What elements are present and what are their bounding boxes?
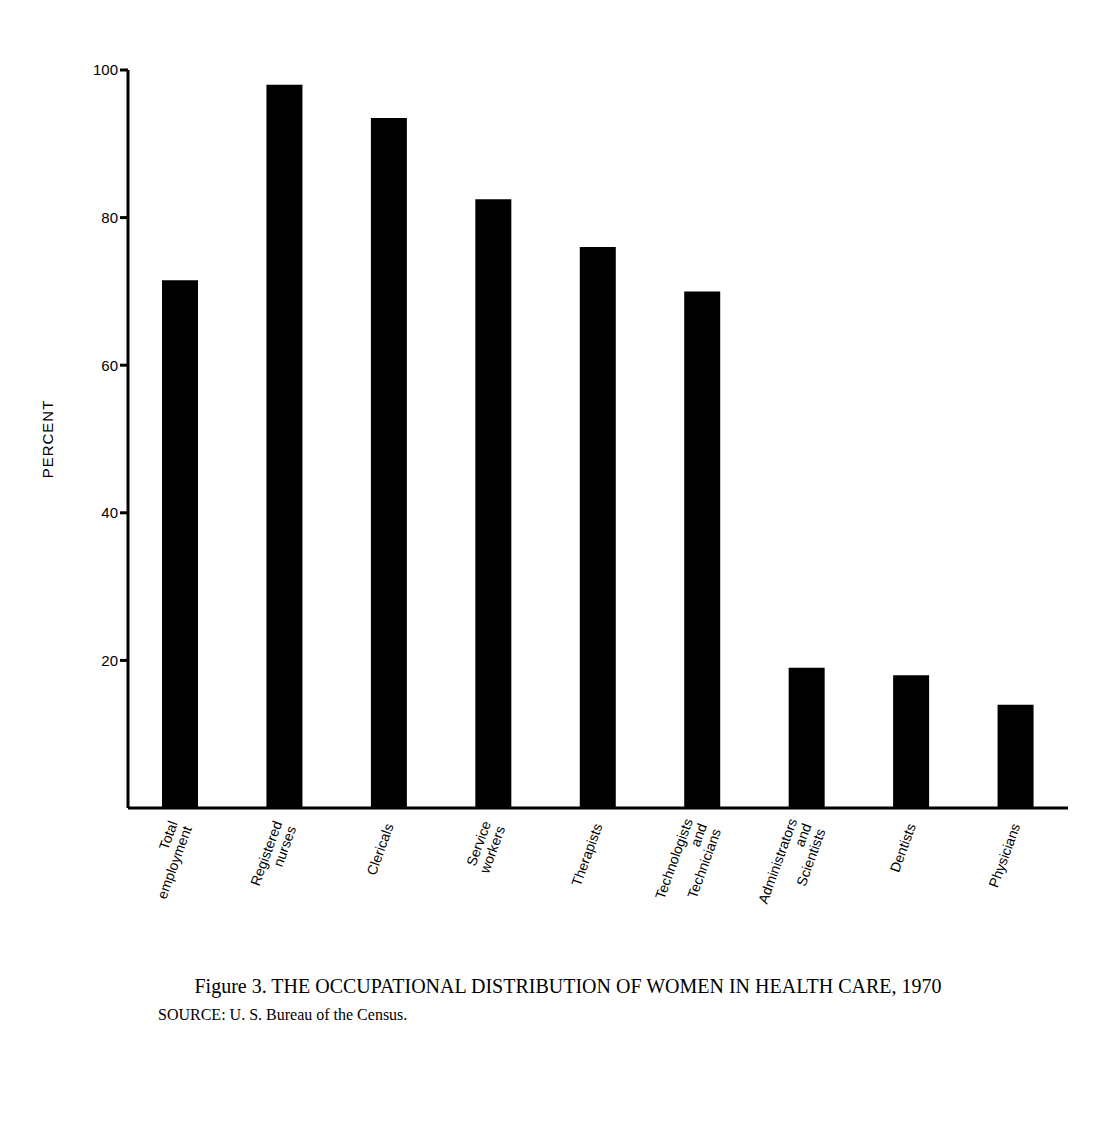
svg-text:Registerednurses: Registerednurses <box>247 819 299 893</box>
svg-text:20: 20 <box>101 652 118 669</box>
svg-text:60: 60 <box>101 357 118 374</box>
svg-text:PERCENT: PERCENT <box>39 400 56 479</box>
svg-text:40: 40 <box>101 504 118 521</box>
svg-text:Dentists: Dentists <box>887 821 919 874</box>
html-text:SOURCE: U. S. Bureau of the Ce: SOURCE: U. S. Bureau of the Census. <box>158 1006 408 1023</box>
svg-text:TechnologistsandTechnicians: TechnologistsandTechnicians <box>652 816 724 911</box>
svg-text:100: 100 <box>93 61 118 78</box>
svg-text:Serviceworkers: Serviceworkers <box>462 819 508 877</box>
svg-text:Therapists: Therapists <box>568 821 605 888</box>
svg-text:Physicians: Physicians <box>985 821 1023 889</box>
svg-text:Clericals: Clericals <box>363 821 396 877</box>
svg-text:AdministratorsandScientists: AdministratorsandScientists <box>755 816 829 916</box>
svg-text:80: 80 <box>101 209 118 226</box>
svg-text:Totalemployment: Totalemployment <box>140 819 195 901</box>
html-text:Figure 3. THE OCCUPATIONAL DIS: Figure 3. THE OCCUPATIONAL DISTRIBUTION … <box>194 975 942 997</box>
